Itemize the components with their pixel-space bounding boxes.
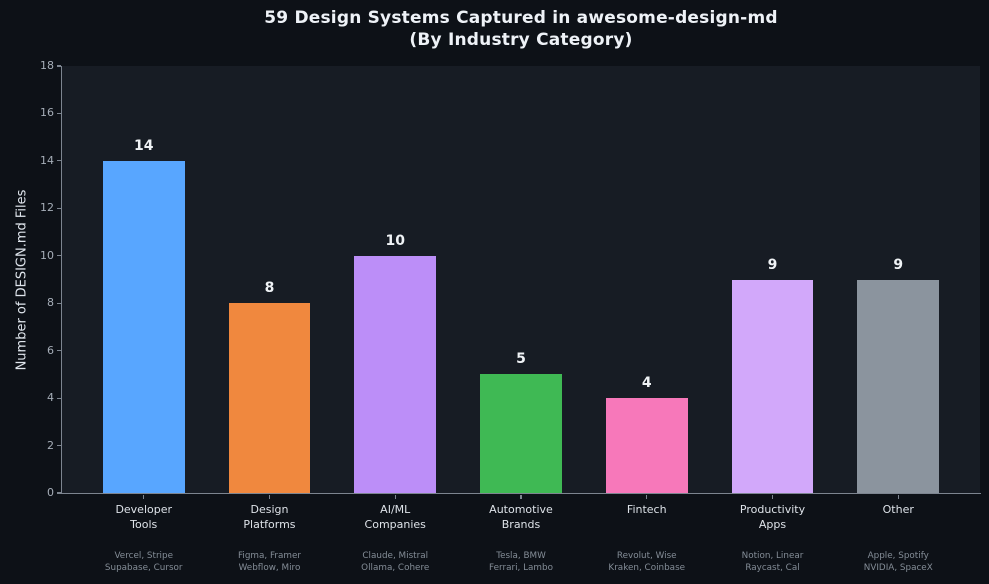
y-axis-tick-mark xyxy=(57,65,61,67)
x-axis-sub-label: Notion, Linear Raycast, Cal xyxy=(741,551,804,573)
x-axis-tick-mark xyxy=(646,495,648,499)
bar-value-label: 8 xyxy=(264,280,275,297)
y-axis-tick-label: 14 xyxy=(40,153,54,167)
bar xyxy=(857,279,940,493)
bar xyxy=(228,303,311,493)
y-axis-tick-mark xyxy=(57,255,61,257)
x-axis-category-label: Productivity Apps xyxy=(739,503,806,531)
chart-title-line1: 59 Design Systems Captured in awesome-de… xyxy=(264,8,778,28)
y-axis-tick-label: 8 xyxy=(47,296,54,310)
x-axis-category-label: Developer Tools xyxy=(115,503,173,531)
x-axis-category-label: Design Platforms xyxy=(243,503,296,531)
y-axis-tick-label: 10 xyxy=(40,248,54,262)
bar xyxy=(605,398,688,493)
x-axis-sub-label: Vercel, Stripe Supabase, Cursor xyxy=(104,551,183,573)
y-axis-spine xyxy=(61,66,63,494)
x-axis-category-label: Other xyxy=(882,503,914,516)
y-axis-tick-label: 0 xyxy=(47,486,54,499)
x-axis-tick-mark xyxy=(520,495,522,499)
y-axis-tick-mark xyxy=(57,444,61,447)
y-axis-tick-mark xyxy=(57,397,61,399)
x-axis-tick-mark xyxy=(268,495,271,499)
x-axis-tick-mark xyxy=(143,495,145,499)
x-axis-category-label: Fintech xyxy=(626,503,667,516)
chart-title-line2: (By Industry Category) xyxy=(409,30,633,50)
y-axis-tick-label: 6 xyxy=(47,343,54,357)
bar xyxy=(102,160,185,493)
x-axis-category-label: AI/ML Companies xyxy=(364,503,426,531)
bar xyxy=(731,279,814,493)
bar-value-label: 9 xyxy=(893,256,904,273)
y-axis-tick-label: 16 xyxy=(40,106,54,120)
bar xyxy=(480,374,562,493)
x-axis-spine xyxy=(61,493,981,495)
y-axis-title: Number of DESIGN.md Files xyxy=(14,189,30,371)
bar-value-label: 9 xyxy=(767,256,778,273)
y-axis-tick-mark xyxy=(57,492,61,494)
bar-value-label: 4 xyxy=(641,375,652,392)
bar-value-label: 5 xyxy=(516,351,526,368)
x-axis-tick-mark xyxy=(394,495,396,499)
y-axis-tick-label: 4 xyxy=(47,391,54,405)
y-axis-tick-mark xyxy=(57,350,61,352)
y-axis-tick-mark xyxy=(57,207,61,209)
y-axis-tick-label: 2 xyxy=(47,438,54,452)
chart-title: 59 Design Systems Captured in awesome-de… xyxy=(62,7,980,51)
x-axis-sub-label: Revolut, Wise Kraken, Coinbase xyxy=(608,551,686,573)
y-axis-tick-label: 18 xyxy=(40,59,54,72)
x-axis-sub-label: Claude, Mistral Ollama, Cohere xyxy=(361,551,430,573)
y-axis-tick-mark xyxy=(57,302,61,304)
y-axis-tick-mark xyxy=(57,160,61,162)
x-axis-tick-mark xyxy=(771,495,774,499)
bar-value-label: 10 xyxy=(385,232,405,249)
x-axis-tick-mark xyxy=(897,495,899,499)
y-axis-tick-label: 12 xyxy=(40,201,54,215)
x-axis-sub-label: Apple, Spotify NVIDIA, SpaceX xyxy=(863,551,933,573)
bar-value-label: 14 xyxy=(133,137,154,154)
bar xyxy=(354,255,437,493)
x-axis-sub-label: Figma, Framer Webflow, Miro xyxy=(237,551,301,573)
x-axis-sub-label: Tesla, BMW Ferrari, Lambo xyxy=(489,551,553,573)
y-axis-tick-mark xyxy=(57,112,61,115)
x-axis-category-label: Automotive Brands xyxy=(489,503,553,531)
